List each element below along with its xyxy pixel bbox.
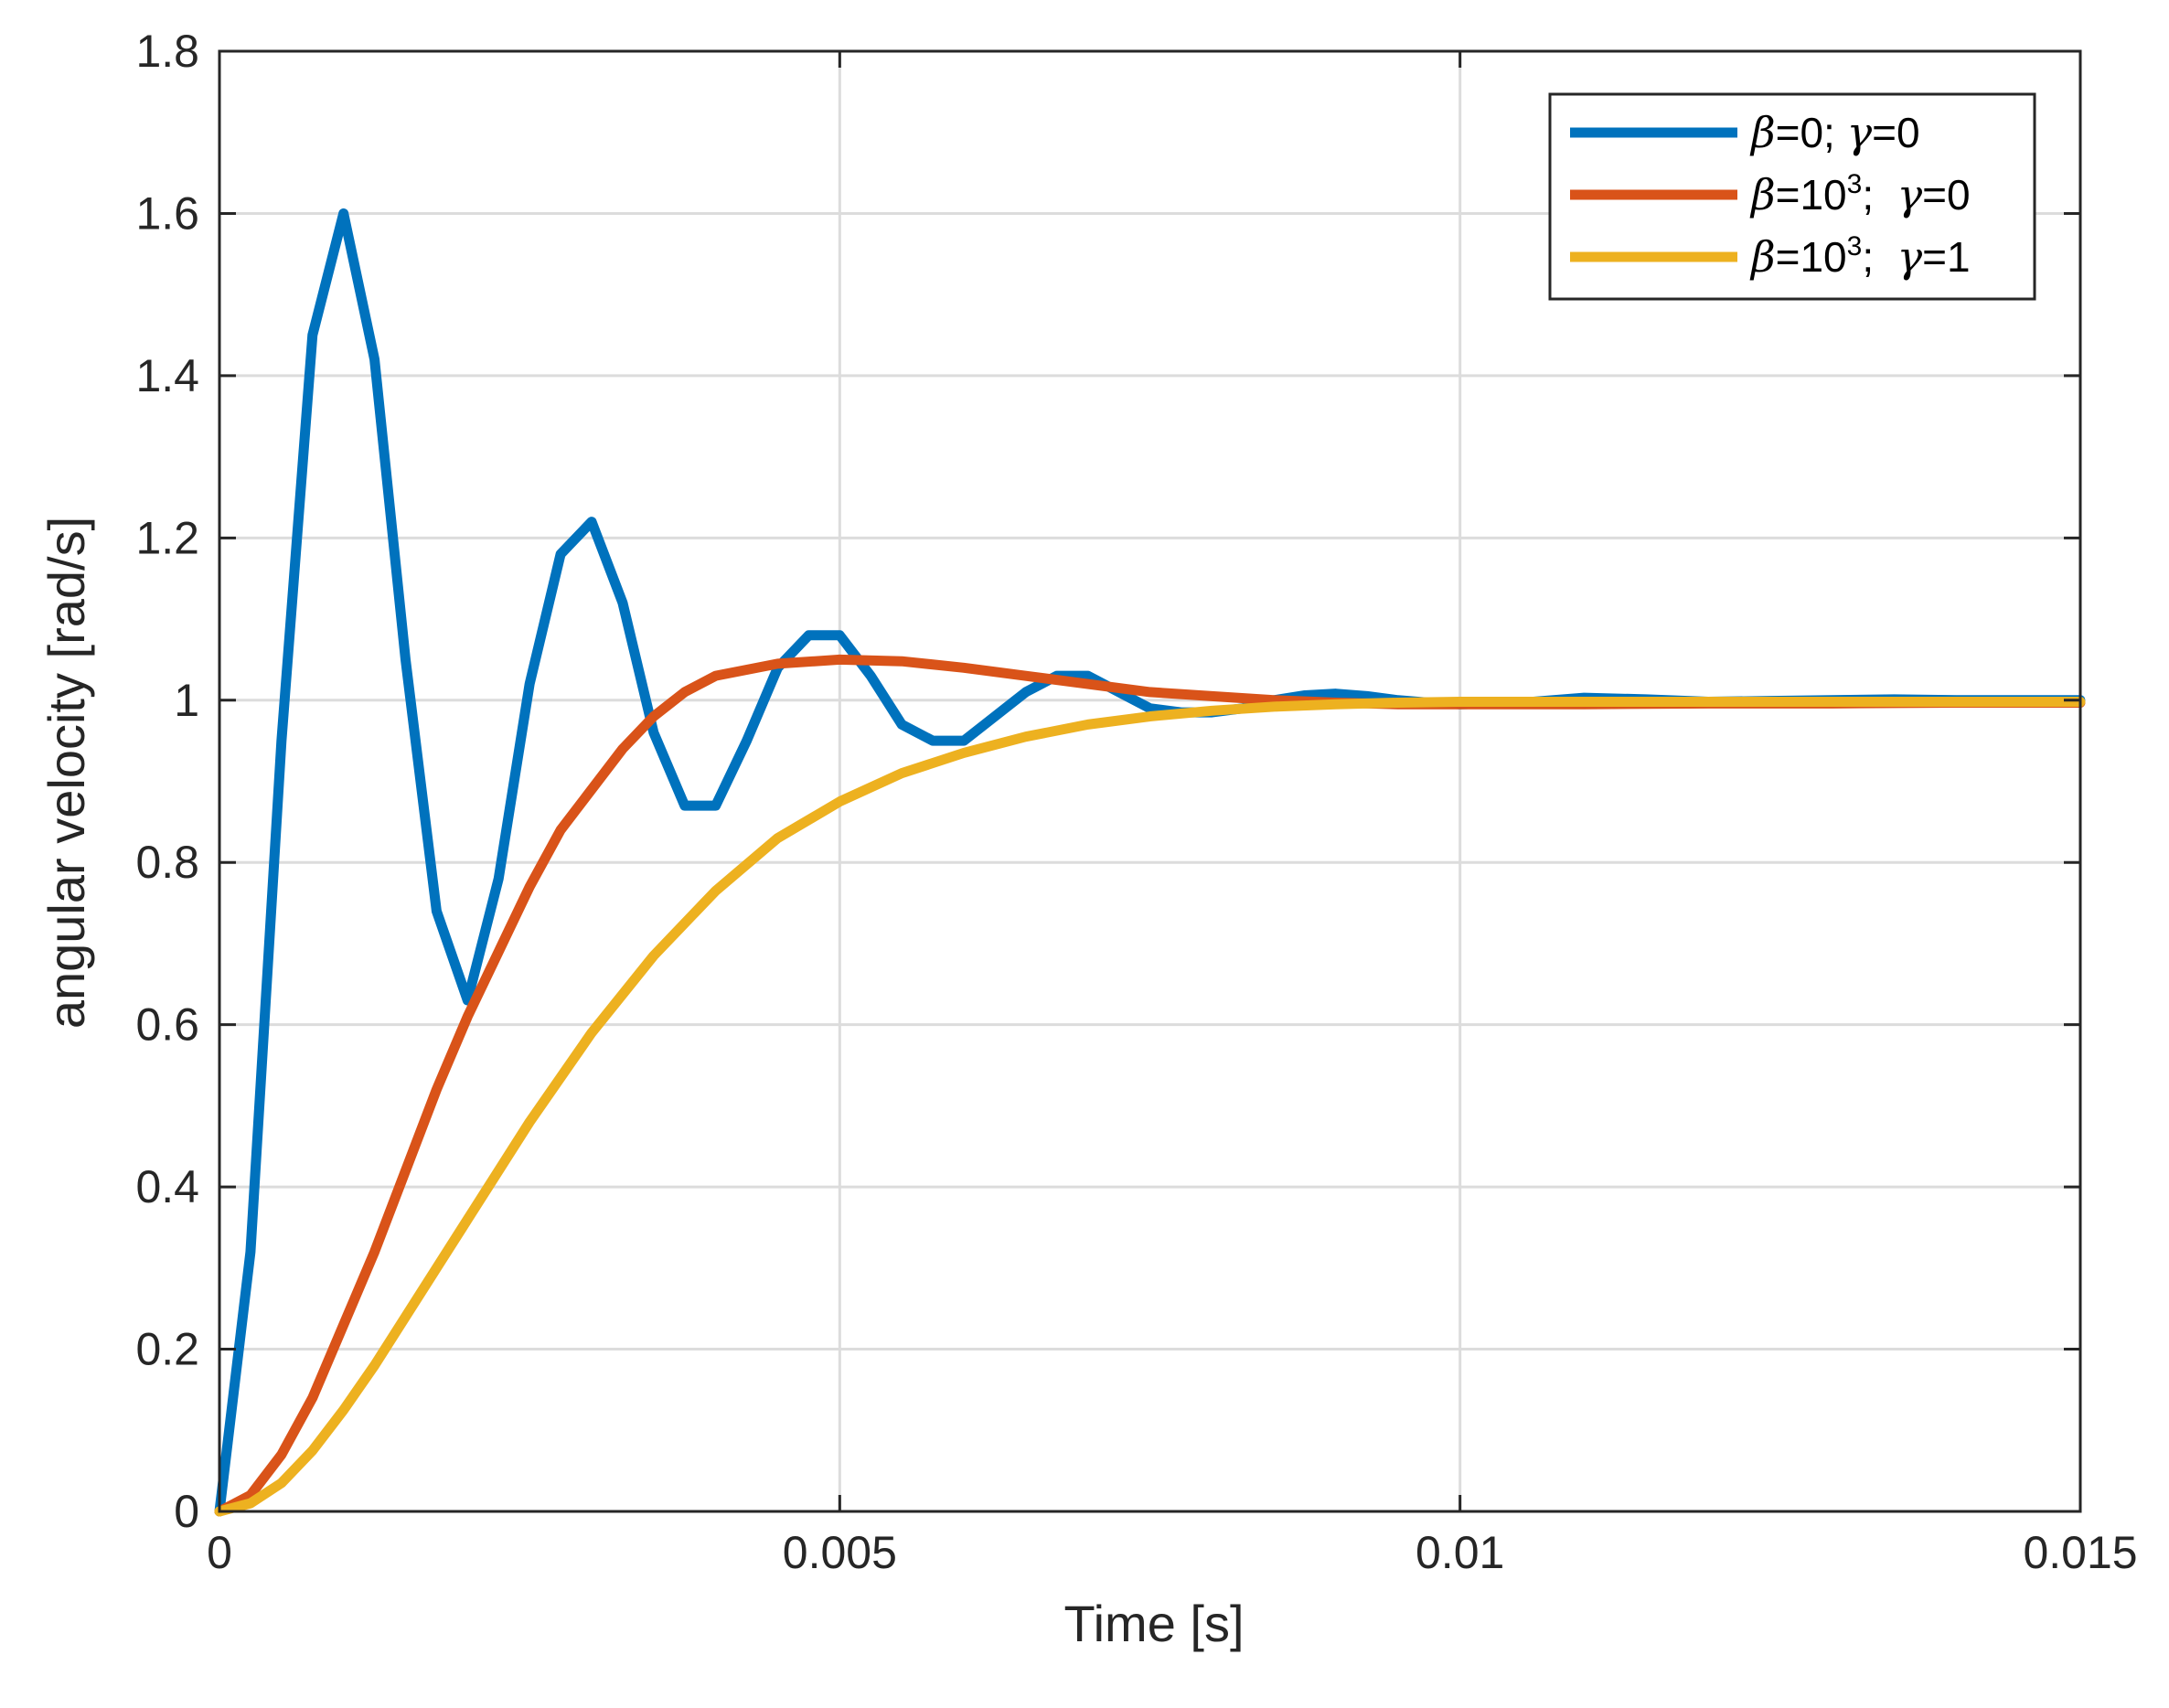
legend-separator bbox=[1835, 109, 1847, 156]
y-tick-label: 1.2 bbox=[135, 512, 199, 563]
y-tick-label: 1 bbox=[174, 675, 199, 726]
legend-gamma-symbol: γ bbox=[1847, 108, 1873, 157]
y-tick-label: 0 bbox=[174, 1486, 199, 1537]
x-tick-label: 0.01 bbox=[1416, 1527, 1504, 1578]
legend-entry-3: β=103; γ=1 bbox=[1749, 231, 1971, 282]
legend-gamma-value: =0 bbox=[1872, 109, 1919, 156]
y-tick-label: 0.2 bbox=[135, 1324, 199, 1375]
legend-beta-exponent: 3 bbox=[1847, 169, 1863, 199]
y-tick-label: 0.6 bbox=[135, 999, 199, 1051]
plot-area-border bbox=[218, 49, 2082, 1513]
legend-separator: ; bbox=[1862, 171, 1897, 219]
legend: β=0; γ=0β=103; γ=0β=103; γ=1 bbox=[1548, 92, 2036, 301]
y-tick-label: 1.4 bbox=[135, 350, 199, 401]
x-tick-label: 0 bbox=[207, 1527, 232, 1578]
x-tick-label: 0.005 bbox=[783, 1527, 897, 1578]
series-lines bbox=[214, 208, 2086, 1517]
y-tick-label: 1.6 bbox=[135, 187, 199, 239]
legend-beta-symbol: β bbox=[1749, 232, 1776, 282]
y-tick-label: 0.8 bbox=[135, 837, 199, 888]
series-line-3 bbox=[214, 697, 2086, 1517]
legend-gamma-symbol: γ bbox=[1897, 170, 1923, 219]
x-axis-label: Time [s] bbox=[1063, 1595, 1244, 1652]
legend-gamma-value: =1 bbox=[1922, 233, 1970, 281]
legend-beta-value: =10 bbox=[1776, 171, 1847, 219]
legend-beta-exponent: 3 bbox=[1847, 231, 1863, 262]
legend-separator: ; bbox=[1862, 233, 1897, 281]
tick-labels: 0 0.005 0.01 0.015 0 0.2 0.4 0.6 0.8 1 1.2 1.4 1.6 1.… bbox=[135, 26, 2137, 1578]
legend-beta-symbol: β bbox=[1749, 108, 1776, 157]
legend-beta-value: =10 bbox=[1776, 233, 1847, 281]
legend-entry-1: β=0; γ=0 bbox=[1749, 108, 1920, 157]
y-axis-label: angular velocity [rad/s] bbox=[37, 517, 95, 1029]
legend-beta-value: =0; bbox=[1776, 109, 1835, 156]
legend-beta-symbol: β bbox=[1749, 170, 1776, 219]
y-tick-label: 1.8 bbox=[135, 26, 199, 77]
legend-entry-2: β=103; γ=0 bbox=[1749, 169, 1971, 219]
y-tick-label: 0.4 bbox=[135, 1161, 199, 1212]
x-tick-label: 0.015 bbox=[2023, 1527, 2137, 1578]
axes bbox=[218, 49, 2082, 1513]
legend-gamma-value: =0 bbox=[1922, 171, 1970, 219]
legend-gamma-symbol: γ bbox=[1897, 232, 1923, 282]
